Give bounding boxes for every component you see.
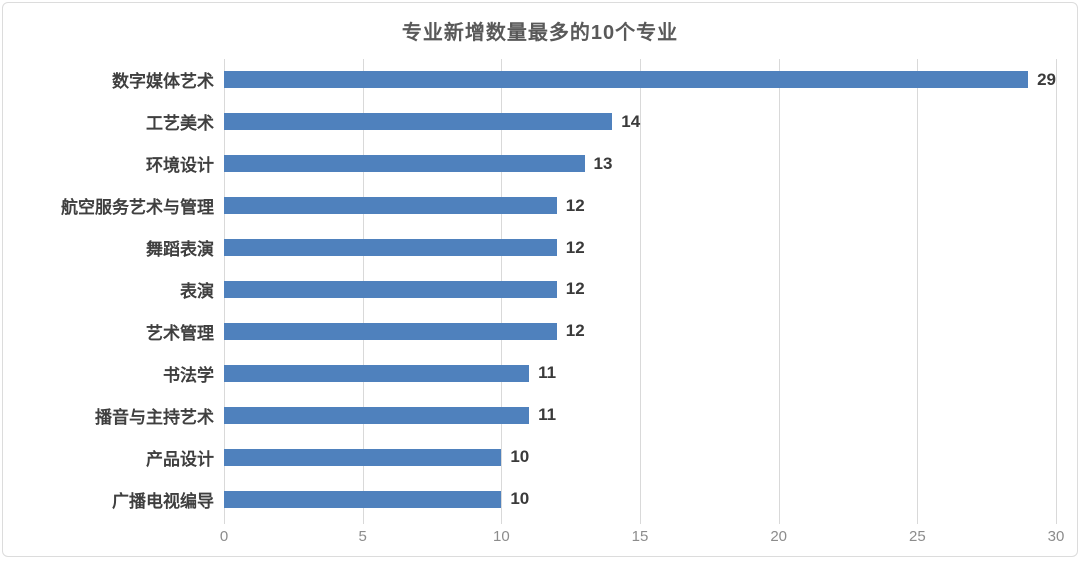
category-label: 产品设计	[146, 449, 214, 469]
x-tick-label: 30	[1047, 528, 1065, 545]
bar-track: 11	[224, 394, 1056, 436]
bar	[224, 113, 613, 131]
bar-value-label: 29	[1037, 69, 1056, 89]
bar-track: 12	[224, 185, 1056, 227]
bar	[224, 280, 557, 298]
bar-value-label: 12	[565, 279, 585, 299]
bar-row: 产品设计 10	[3, 436, 1056, 478]
category-label: 环境设计	[146, 156, 214, 176]
bar-row: 航空服务艺术与管理 12	[3, 185, 1056, 227]
category-label: 航空服务艺术与管理	[61, 198, 214, 218]
bar-value-label: 12	[565, 195, 585, 215]
bar-value-label: 11	[538, 363, 557, 383]
bar-track: 12	[224, 310, 1056, 352]
category-label: 播音与主持艺术	[95, 407, 214, 427]
bar-track: 10	[224, 478, 1056, 520]
bar-value-label: 14	[621, 111, 641, 131]
bar-row: 工艺美术 14	[3, 101, 1056, 143]
x-tick-label: 10	[492, 528, 510, 545]
category-label: 数字媒体艺术	[112, 72, 214, 92]
category-label: 表演	[180, 281, 214, 301]
category-label: 艺术管理	[146, 323, 214, 343]
bar-row: 舞蹈表演 12	[3, 227, 1056, 269]
x-tick-label: 0	[219, 528, 229, 545]
bar-value-label: 11	[538, 405, 557, 425]
x-axis-tick-labels: 0 5 10 15 20 25 30	[220, 528, 1065, 552]
gridline	[917, 59, 919, 524]
x-tick-label: 25	[908, 528, 926, 545]
bar-value-label: 12	[565, 237, 585, 257]
bar-track: 10	[224, 436, 1056, 478]
bar-value-label: 10	[510, 447, 530, 467]
gridline	[1056, 59, 1057, 524]
x-tick-label: 5	[358, 528, 367, 545]
bar-track: 12	[224, 227, 1056, 269]
bar	[224, 239, 557, 257]
bar-value-label: 10	[510, 489, 530, 509]
bar	[224, 490, 502, 508]
category-label: 广播电视编导	[112, 491, 214, 511]
bar-row: 数字媒体艺术 29	[3, 59, 1056, 101]
bar-row: 播音与主持艺术 11	[3, 394, 1056, 436]
bar-track: 12	[224, 269, 1056, 311]
x-tick-label: 20	[770, 528, 787, 545]
bar	[224, 71, 1029, 89]
category-label: 舞蹈表演	[146, 240, 214, 260]
bar-row: 广播电视编导 10	[3, 478, 1056, 520]
bar	[224, 406, 530, 424]
bar-track: 11	[224, 352, 1056, 394]
bar-track: 29	[224, 59, 1056, 101]
bar-row: 环境设计 13	[3, 143, 1056, 185]
bar-value-label: 12	[565, 321, 585, 341]
gridline	[640, 59, 641, 524]
bar-rows-layer: 数字媒体艺术 29 工艺美术 14 环境设计 13 航空服务艺术与管理 12 舞蹈表演 12 表演 1…	[3, 59, 1056, 520]
bar	[224, 197, 557, 215]
gridline	[778, 59, 780, 524]
category-label: 书法学	[163, 365, 214, 385]
bar-track: 14	[224, 101, 1056, 143]
x-tick-label: 15	[631, 528, 649, 545]
chart-title: 专业新增数量最多的10个专业	[401, 22, 679, 44]
category-label: 工艺美术	[146, 114, 214, 134]
bar	[224, 448, 502, 466]
bar-row: 艺术管理 12	[3, 310, 1056, 352]
bar-track: 13	[224, 143, 1056, 185]
bar-row: 表演 12	[3, 269, 1056, 311]
bar-row: 书法学 11	[3, 352, 1056, 394]
bar	[224, 364, 530, 382]
bar	[224, 155, 585, 173]
bar-value-label: 13	[593, 153, 613, 173]
bar	[224, 322, 557, 340]
